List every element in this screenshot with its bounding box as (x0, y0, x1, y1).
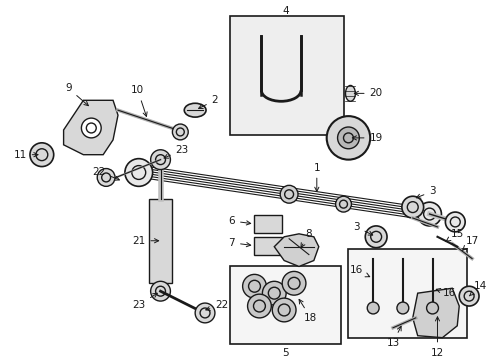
Text: 9: 9 (65, 84, 88, 106)
Text: 22: 22 (205, 300, 228, 311)
Circle shape (124, 159, 152, 186)
Text: 12: 12 (430, 317, 443, 357)
Circle shape (426, 302, 438, 314)
Text: 20: 20 (354, 88, 382, 98)
Circle shape (97, 168, 115, 186)
Circle shape (401, 196, 423, 218)
Text: 16: 16 (349, 265, 369, 277)
Text: 23: 23 (132, 293, 157, 310)
Bar (254, 237, 282, 255)
Circle shape (172, 124, 188, 140)
Circle shape (30, 143, 54, 167)
Text: 1: 1 (313, 163, 320, 192)
Polygon shape (63, 100, 118, 155)
Text: 16: 16 (435, 288, 455, 298)
Bar (254, 215, 282, 233)
Circle shape (150, 281, 170, 301)
Polygon shape (274, 234, 318, 266)
Circle shape (365, 226, 386, 248)
Bar (229, 266, 340, 343)
Text: 6: 6 (228, 216, 250, 226)
Circle shape (150, 150, 170, 170)
Text: 3: 3 (415, 186, 435, 198)
Circle shape (337, 127, 359, 149)
Text: 18: 18 (299, 300, 317, 323)
Text: 15: 15 (445, 229, 463, 242)
Text: 21: 21 (132, 236, 158, 246)
Circle shape (262, 281, 285, 305)
Text: 8: 8 (300, 229, 311, 247)
Bar (229, 16, 343, 135)
Circle shape (242, 274, 266, 298)
Text: 13: 13 (386, 326, 400, 348)
Text: 19: 19 (351, 133, 382, 143)
Text: 10: 10 (131, 85, 147, 116)
Circle shape (280, 185, 297, 203)
Text: 7: 7 (228, 238, 250, 248)
Ellipse shape (184, 103, 205, 117)
Text: 22: 22 (92, 167, 119, 180)
Circle shape (195, 303, 215, 323)
Text: 23: 23 (163, 145, 188, 158)
Ellipse shape (345, 85, 355, 101)
Text: 4: 4 (282, 6, 289, 16)
Circle shape (335, 196, 351, 212)
Text: 3: 3 (352, 222, 372, 235)
Text: 11: 11 (14, 150, 38, 160)
Circle shape (417, 202, 441, 226)
Circle shape (458, 286, 478, 306)
Text: 2: 2 (198, 95, 218, 108)
Text: 14: 14 (468, 281, 486, 296)
Circle shape (445, 212, 464, 232)
Circle shape (326, 116, 369, 159)
Circle shape (366, 302, 378, 314)
Circle shape (282, 271, 305, 295)
Text: 17: 17 (461, 236, 478, 251)
Circle shape (396, 302, 408, 314)
Circle shape (81, 118, 101, 138)
Bar (148, 199, 172, 283)
Polygon shape (412, 288, 458, 338)
Circle shape (272, 298, 295, 322)
Bar (348, 249, 466, 338)
Circle shape (247, 294, 271, 318)
Text: 5: 5 (281, 347, 288, 357)
